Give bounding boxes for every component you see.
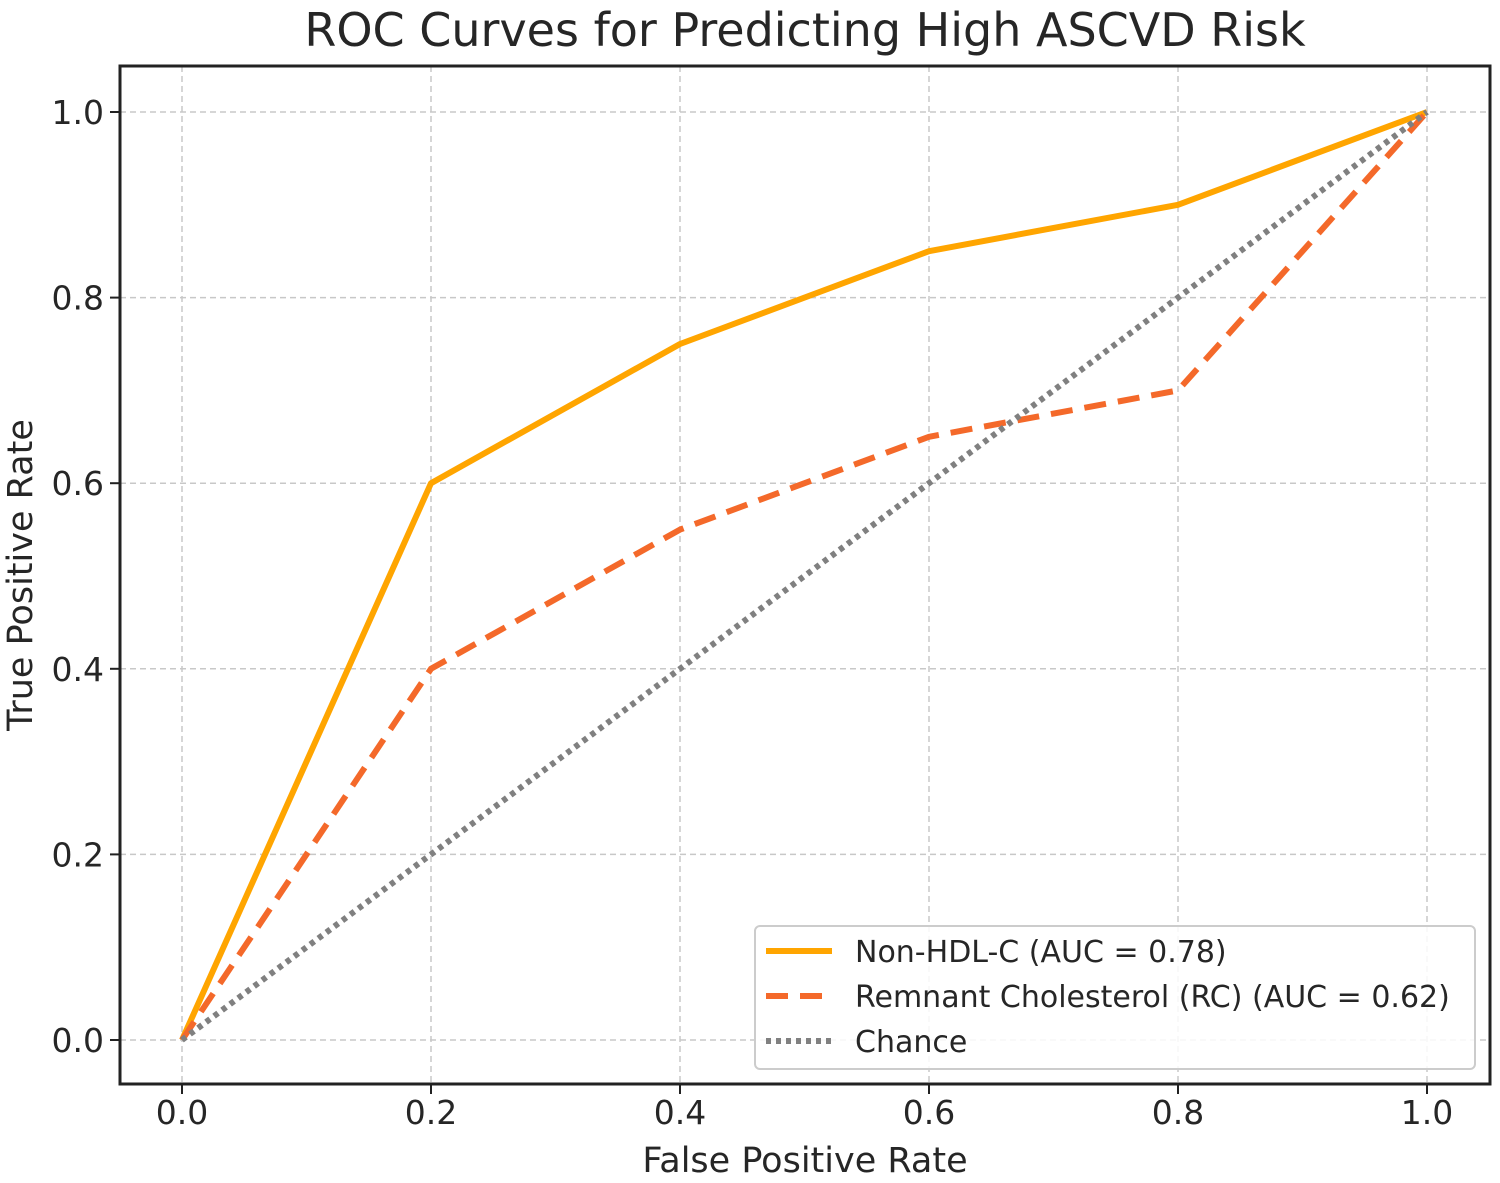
ticks: 0.0 0.2 0.4 0.6 0.8 1.0 0.0 0.2 0.4 0.6 0.8 1.0 — [52, 93, 1454, 1132]
y-tick-label: 0.8 — [52, 279, 104, 318]
x-tick-label: 0.8 — [1152, 1093, 1204, 1132]
y-tick-label: 0.6 — [52, 464, 104, 503]
chart-title: ROC Curves for Predicting High ASCVD Ris… — [304, 3, 1306, 57]
series-line-3 — [180, 109, 1429, 1043]
y-tick-label: 0.0 — [52, 1021, 104, 1060]
x-axis-label: False Positive Rate — [642, 1141, 967, 1179]
y-tick-label: 0.4 — [52, 650, 104, 689]
legend-label: Chance — [855, 1025, 967, 1060]
y-tick-label: 1.0 — [52, 93, 104, 132]
series-line-2 — [179, 110, 1430, 1042]
legend: Non-HDL-C (AUC = 0.78) Remnant Cholestero… — [754, 925, 1476, 1070]
y-tick-label: 0.2 — [52, 835, 104, 874]
x-tick-label: 0.0 — [156, 1093, 208, 1132]
x-tick-label: 0.4 — [654, 1093, 706, 1132]
x-tick-label: 0.6 — [903, 1093, 955, 1132]
y-axis-label: True Positive Rate — [1, 419, 41, 732]
legend-label: Non-HDL-C (AUC = 0.78) — [855, 935, 1227, 970]
x-tick-label: 1.0 — [1401, 1093, 1453, 1132]
legend-box — [754, 925, 1476, 1070]
series-group — [179, 109, 1430, 1043]
legend-label: Remnant Cholesterol (RC) (AUC = 0.62) — [855, 980, 1450, 1015]
series-line-1 — [179, 109, 1429, 1042]
x-tick-label: 0.2 — [405, 1093, 457, 1132]
axes-frame — [118, 64, 1492, 1086]
